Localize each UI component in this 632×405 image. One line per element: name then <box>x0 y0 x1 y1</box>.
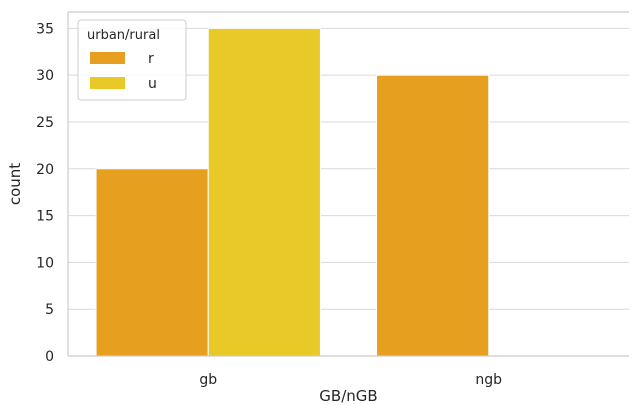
legend-swatch-r <box>90 52 125 64</box>
bar-ngb-r <box>376 74 490 357</box>
bar-gb-r <box>95 168 209 357</box>
legend-swatch-u <box>90 77 125 89</box>
axes-layer <box>67 11 629 357</box>
x-tick-labels: gb ngb <box>199 372 502 388</box>
x-tick-label: ngb <box>475 372 502 388</box>
y-tick-label: 30 <box>36 68 54 84</box>
y-tick-label: 20 <box>36 162 54 178</box>
legend-label-r: r <box>148 51 154 67</box>
y-tick-labels: 0 5 10 15 20 25 30 35 <box>36 21 54 365</box>
legend-label-u: u <box>148 76 157 92</box>
y-tick-label: 0 <box>45 349 54 365</box>
bars-layer <box>95 27 490 357</box>
legend-entries: ru <box>90 51 157 92</box>
legend-title: urban/rural <box>87 28 160 43</box>
y-tick-label: 35 <box>36 21 54 37</box>
legend: urban/rural ru <box>77 19 187 101</box>
y-tick-label: 5 <box>45 302 54 318</box>
x-axis-label: GB/nGB <box>319 387 377 405</box>
bar-gb-u <box>207 27 321 357</box>
x-tick-label: gb <box>199 372 217 388</box>
y-tick-label: 15 <box>36 209 54 225</box>
y-tick-label: 25 <box>36 115 54 131</box>
y-tick-label: 10 <box>36 255 54 271</box>
y-axis-label: count <box>6 163 24 205</box>
